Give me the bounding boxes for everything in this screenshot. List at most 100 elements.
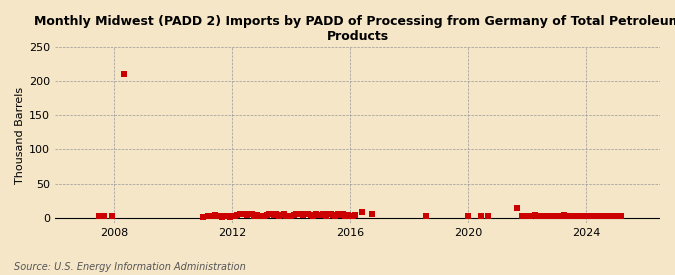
Point (246, 212, 257, 216)
Point (207, 214, 218, 219)
Point (347, 214, 358, 219)
Point (610, 214, 621, 219)
Point (578, 213, 589, 218)
Point (568, 213, 579, 218)
Text: Source: U.S. Energy Information Administration: Source: U.S. Energy Information Administ… (14, 262, 245, 272)
Point (251, 213, 262, 217)
Point (296, 212, 306, 216)
Point (529, 213, 540, 217)
Point (308, 213, 319, 218)
Point (559, 213, 570, 217)
Point (598, 213, 609, 218)
Point (313, 213, 323, 217)
Point (613, 213, 624, 218)
Point (595, 214, 606, 219)
Point (286, 213, 296, 218)
Point (219, 213, 230, 218)
Point (197, 215, 208, 219)
Point (571, 214, 582, 219)
Point (583, 213, 594, 218)
Point (209, 213, 220, 217)
Point (554, 214, 564, 219)
Point (483, 214, 493, 219)
Point (574, 213, 585, 218)
Point (310, 212, 321, 216)
Point (350, 213, 360, 217)
Point (293, 211, 304, 216)
Point (244, 211, 254, 216)
Point (357, 210, 368, 214)
Point (576, 214, 587, 219)
Point (463, 214, 474, 219)
Point (256, 213, 267, 218)
Point (338, 211, 348, 216)
Point (340, 213, 351, 218)
Y-axis label: Thousand Barrels: Thousand Barrels (15, 86, 25, 184)
Point (205, 213, 215, 218)
Point (281, 213, 292, 218)
Point (119, 72, 130, 76)
Point (532, 214, 543, 219)
Point (539, 213, 550, 218)
Point (249, 213, 260, 218)
Point (315, 213, 326, 217)
Point (298, 213, 309, 217)
Point (605, 214, 616, 219)
Point (266, 211, 277, 216)
Point (217, 215, 227, 219)
Point (242, 213, 252, 217)
Point (215, 214, 225, 219)
Point (306, 213, 317, 217)
Point (291, 212, 302, 216)
Point (551, 213, 562, 218)
Point (566, 214, 577, 219)
Point (522, 214, 533, 219)
Point (271, 212, 282, 216)
Point (603, 213, 614, 218)
Point (259, 214, 269, 219)
Point (556, 213, 567, 218)
Point (564, 213, 574, 218)
Point (224, 215, 235, 219)
Point (264, 212, 275, 216)
Point (512, 206, 523, 210)
Point (237, 211, 248, 216)
Point (549, 214, 560, 219)
Point (421, 213, 432, 218)
Point (333, 212, 344, 216)
Point (234, 212, 245, 216)
Point (202, 214, 213, 219)
Point (261, 213, 272, 217)
Point (284, 214, 294, 219)
Point (342, 213, 353, 217)
Point (254, 213, 265, 218)
Point (330, 213, 341, 218)
Point (325, 212, 336, 216)
Point (588, 213, 599, 218)
Point (230, 213, 240, 218)
Point (273, 213, 284, 218)
Point (327, 213, 338, 217)
Point (232, 213, 242, 217)
Point (581, 214, 592, 219)
Point (320, 213, 331, 218)
Point (288, 213, 299, 217)
Point (367, 212, 378, 216)
Point (615, 214, 626, 219)
Point (561, 214, 572, 219)
Point (318, 212, 329, 216)
Point (517, 214, 528, 219)
Point (94, 214, 105, 219)
Point (541, 214, 552, 219)
Point (593, 213, 604, 218)
Point (99, 214, 110, 219)
Title: Monthly Midwest (PADD 2) Imports by PADD of Processing from Germany of Total Pet: Monthly Midwest (PADD 2) Imports by PADD… (34, 15, 675, 43)
Point (519, 213, 530, 218)
Point (547, 213, 558, 218)
Point (269, 213, 279, 217)
Point (303, 212, 314, 216)
Point (222, 214, 233, 219)
Point (475, 213, 486, 218)
Point (601, 214, 612, 219)
Point (345, 213, 356, 218)
